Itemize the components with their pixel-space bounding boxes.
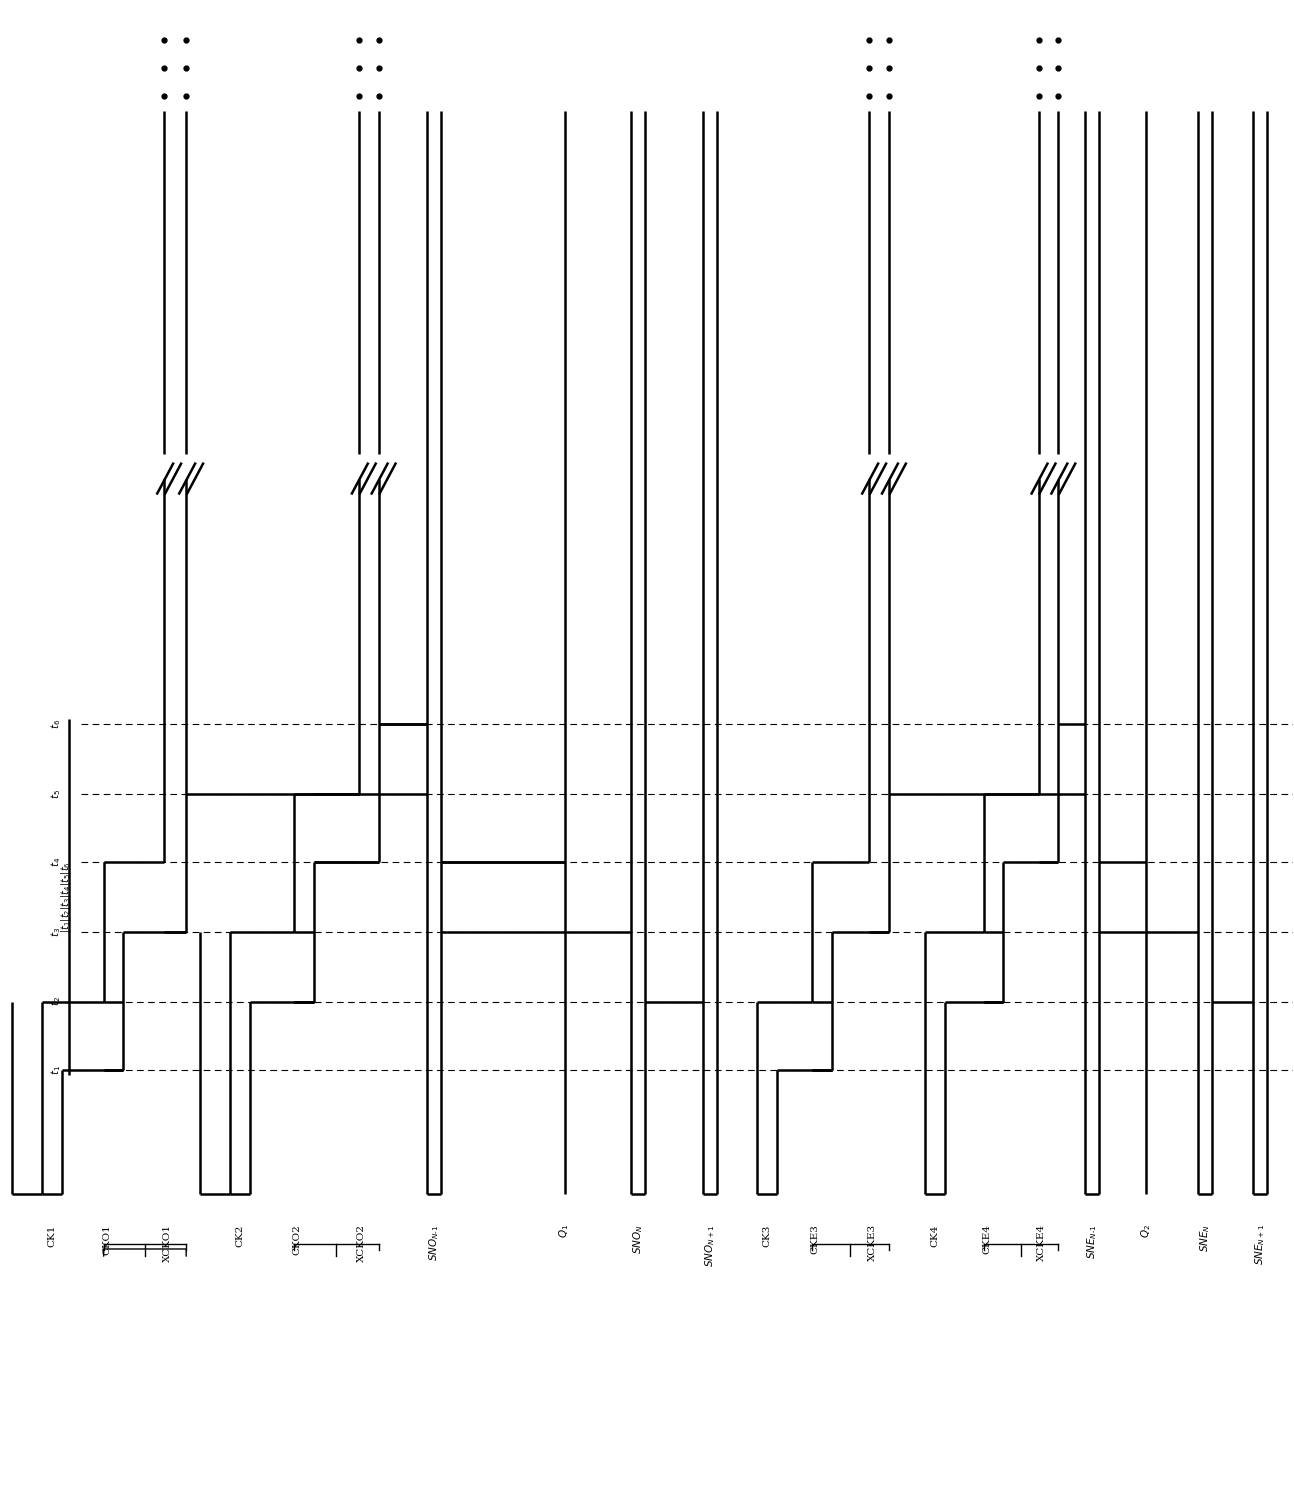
- Text: CK1: CK1: [48, 1224, 57, 1246]
- Text: XCKE3: XCKE3: [868, 1224, 876, 1261]
- Text: $t_3$: $t_3$: [49, 926, 63, 937]
- Text: $SNE_N$: $SNE_N$: [1198, 1224, 1212, 1252]
- Text: $t_2$: $t_2$: [49, 996, 63, 1007]
- Text: CKE4: CKE4: [982, 1224, 991, 1253]
- Text: $t_1$: $t_1$: [49, 1065, 63, 1076]
- Text: $SNE_{N\text{-}1}$: $SNE_{N\text{-}1}$: [1084, 1224, 1099, 1259]
- Text: $SNO_{N+1}$: $SNO_{N+1}$: [704, 1224, 717, 1267]
- Text: $t_5$: $t_5$: [49, 789, 63, 799]
- Text: CKE3: CKE3: [810, 1224, 819, 1253]
- Text: XCKO1: XCKO1: [163, 1224, 172, 1262]
- Text: $SNO_{N\text{-}1}$: $SNO_{N\text{-}1}$: [427, 1224, 441, 1261]
- Text: $t_4$: $t_4$: [49, 858, 63, 868]
- Text: $t_6$: $t_6$: [49, 719, 63, 729]
- Text: $SNE_{N+1}$: $SNE_{N+1}$: [1254, 1224, 1267, 1265]
- Text: CKO1: CKO1: [102, 1224, 111, 1255]
- Text: CK3: CK3: [762, 1224, 771, 1246]
- Text: $Q_2$: $Q_2$: [1140, 1224, 1153, 1239]
- Text: CK4: CK4: [930, 1224, 939, 1246]
- Text: $|t_1|t_2|t_3|t_4|t_5|t_6$: $|t_1|t_2|t_3|t_4|t_5|t_6$: [60, 861, 72, 932]
- Text: XCKE4: XCKE4: [1036, 1224, 1046, 1261]
- Text: CKO2: CKO2: [292, 1224, 302, 1255]
- Text: CK2: CK2: [236, 1224, 245, 1246]
- Text: $SNO_N$: $SNO_N$: [630, 1224, 644, 1253]
- Text: XCKO2: XCKO2: [357, 1224, 366, 1262]
- Text: $Q_1$: $Q_1$: [558, 1224, 572, 1239]
